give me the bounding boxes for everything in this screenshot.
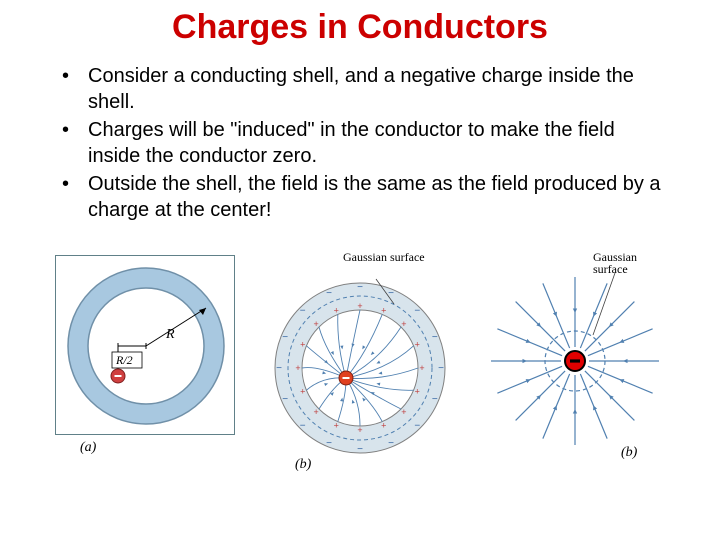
svg-text:+: + bbox=[415, 339, 420, 349]
svg-text:R: R bbox=[165, 327, 175, 342]
svg-text:−: − bbox=[282, 394, 288, 405]
page-title: Charges in Conductors bbox=[0, 0, 720, 57]
bullet-text: Charges will be "induced" in the conduct… bbox=[88, 117, 662, 169]
bullet-item: • Charges will be "induced" in the condu… bbox=[58, 117, 662, 169]
svg-text:+: + bbox=[300, 339, 305, 349]
svg-text:−: − bbox=[300, 420, 306, 431]
svg-text:+: + bbox=[401, 319, 406, 329]
bullet-item: • Outside the shell, the field is the sa… bbox=[58, 171, 662, 223]
diagram-c-svg bbox=[485, 271, 665, 451]
bullet-list: • Consider a conducting shell, and a neg… bbox=[0, 57, 720, 223]
bullet-dot-icon: • bbox=[58, 171, 88, 197]
bullet-dot-icon: • bbox=[58, 117, 88, 143]
figure-a-caption: (a) bbox=[80, 440, 96, 456]
svg-text:+: + bbox=[314, 319, 319, 329]
svg-text:+: + bbox=[401, 407, 406, 417]
bullet-item: • Consider a conducting shell, and a neg… bbox=[58, 63, 662, 115]
svg-text:+: + bbox=[357, 425, 362, 435]
bullet-dot-icon: • bbox=[58, 63, 88, 89]
svg-text:+: + bbox=[334, 420, 339, 430]
figure-b: Gaussian surface +−+−+−+−+−+−+−+−+−+−+−+… bbox=[265, 255, 455, 467]
figures-row: RR/2 (a) Gaussian surface +−+−+−+−+−+−+−… bbox=[0, 225, 720, 467]
svg-text:−: − bbox=[432, 332, 438, 343]
svg-text:−: − bbox=[276, 363, 282, 374]
svg-text:+: + bbox=[357, 301, 362, 311]
diagram-b-svg: +−+−+−+−+−+−+−+−+−+−+−+−+−+−+−+− bbox=[265, 273, 455, 463]
bullet-text: Consider a conducting shell, and a negat… bbox=[88, 63, 662, 115]
svg-text:−: − bbox=[300, 306, 306, 317]
diagram-a-svg: R R/2 bbox=[56, 256, 236, 436]
svg-text:−: − bbox=[282, 332, 288, 343]
svg-text:+: + bbox=[334, 306, 339, 316]
svg-text:−: − bbox=[388, 438, 394, 449]
gaussian-label-c: Gaussian surface bbox=[593, 251, 665, 275]
svg-text:+: + bbox=[419, 363, 424, 373]
figure-c: Gaussian surface (b) bbox=[485, 255, 665, 455]
svg-text:−: − bbox=[357, 444, 363, 455]
svg-text:−: − bbox=[438, 363, 444, 374]
svg-text:+: + bbox=[314, 407, 319, 417]
svg-text:+: + bbox=[381, 306, 386, 316]
svg-text:+: + bbox=[295, 363, 300, 373]
gaussian-label-b: Gaussian surface bbox=[343, 251, 425, 263]
svg-text:+: + bbox=[300, 387, 305, 397]
svg-text:R/2: R/2 bbox=[115, 353, 133, 367]
svg-text:−: − bbox=[326, 288, 332, 299]
figure-a: RR/2 (a) bbox=[55, 255, 235, 435]
bullet-text: Outside the shell, the field is the same… bbox=[88, 171, 662, 223]
svg-text:−: − bbox=[432, 394, 438, 405]
figure-b-caption: (b) bbox=[295, 457, 311, 473]
svg-text:−: − bbox=[414, 306, 420, 317]
svg-text:+: + bbox=[381, 420, 386, 430]
title-text: Charges in Conductors bbox=[172, 8, 548, 46]
svg-text:−: − bbox=[414, 420, 420, 431]
svg-text:+: + bbox=[415, 387, 420, 397]
svg-text:−: − bbox=[326, 438, 332, 449]
figure-c-caption: (b) bbox=[621, 445, 637, 461]
svg-text:−: − bbox=[357, 282, 363, 293]
